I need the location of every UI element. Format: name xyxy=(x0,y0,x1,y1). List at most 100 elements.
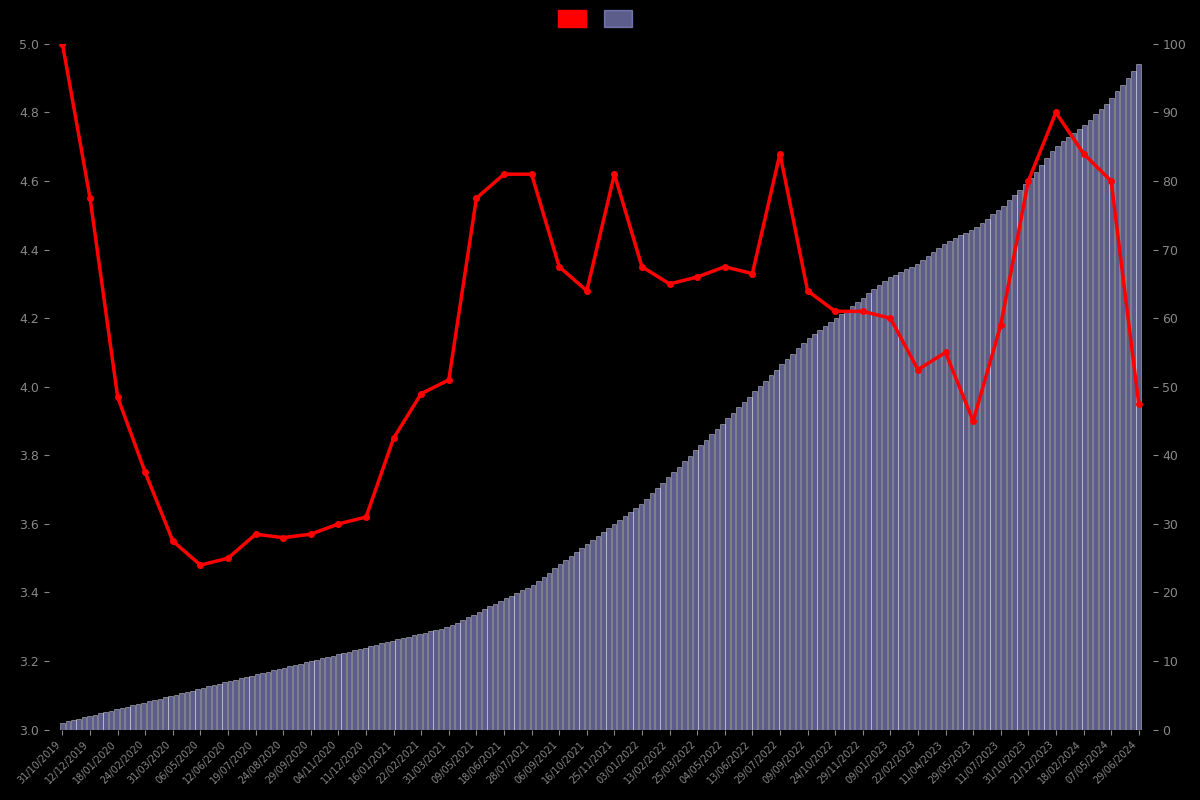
Bar xyxy=(217,684,222,730)
Bar xyxy=(796,348,800,730)
Bar xyxy=(330,655,335,730)
Bar xyxy=(877,286,882,730)
Bar xyxy=(509,596,514,730)
Bar xyxy=(580,548,584,730)
Bar xyxy=(211,685,216,730)
Bar xyxy=(964,233,968,730)
Bar xyxy=(206,686,211,730)
Bar xyxy=(185,692,190,730)
Bar xyxy=(931,252,936,730)
Bar xyxy=(860,298,865,730)
Bar xyxy=(163,698,168,730)
Bar xyxy=(655,488,660,730)
Bar xyxy=(925,256,930,730)
Bar xyxy=(1087,120,1092,730)
Bar xyxy=(758,386,762,730)
Bar xyxy=(374,645,378,730)
Legend: , : , xyxy=(558,10,643,26)
Bar xyxy=(1072,134,1076,730)
Bar xyxy=(682,461,686,730)
Bar xyxy=(168,696,173,730)
Bar xyxy=(1018,190,1022,730)
Bar xyxy=(336,654,341,730)
Bar xyxy=(845,310,848,730)
Bar xyxy=(298,664,302,730)
Bar xyxy=(1012,195,1016,730)
Bar xyxy=(109,710,114,730)
Bar xyxy=(1115,91,1120,730)
Bar xyxy=(250,676,254,730)
Bar xyxy=(1098,109,1103,730)
Bar xyxy=(325,657,330,730)
Bar xyxy=(314,660,319,730)
Bar xyxy=(574,552,578,730)
Bar xyxy=(92,714,97,730)
Bar xyxy=(536,581,541,730)
Bar xyxy=(1061,142,1066,730)
Bar xyxy=(871,290,876,730)
Bar xyxy=(1028,178,1033,730)
Bar xyxy=(866,294,870,730)
Bar xyxy=(472,614,475,730)
Bar xyxy=(1066,138,1070,730)
Bar xyxy=(287,666,292,730)
Bar xyxy=(703,440,708,730)
Bar xyxy=(1001,206,1006,730)
Bar xyxy=(239,678,244,730)
Bar xyxy=(953,238,958,730)
Bar xyxy=(979,222,984,730)
Bar xyxy=(563,561,568,730)
Bar xyxy=(666,478,671,730)
Bar xyxy=(606,528,611,730)
Bar xyxy=(942,244,947,730)
Bar xyxy=(125,706,130,730)
Bar xyxy=(748,397,751,730)
Bar xyxy=(282,668,287,730)
Bar xyxy=(677,466,682,730)
Bar xyxy=(498,601,503,730)
Bar xyxy=(914,264,919,730)
Bar xyxy=(276,669,281,730)
Bar xyxy=(709,434,714,730)
Bar xyxy=(839,314,844,730)
Bar xyxy=(487,606,492,730)
Bar xyxy=(990,214,995,730)
Bar xyxy=(812,334,816,730)
Bar xyxy=(1121,85,1124,730)
Bar xyxy=(698,445,703,730)
Bar xyxy=(233,680,238,730)
Bar xyxy=(319,658,324,730)
Bar xyxy=(466,617,470,730)
Bar xyxy=(358,649,362,730)
Bar xyxy=(396,639,400,730)
Bar xyxy=(671,472,676,730)
Bar xyxy=(293,665,298,730)
Bar xyxy=(353,650,356,730)
Bar xyxy=(114,710,119,730)
Bar xyxy=(146,702,151,730)
Bar xyxy=(254,674,259,730)
Bar xyxy=(899,272,904,730)
Bar xyxy=(493,604,498,730)
Bar xyxy=(541,577,546,730)
Bar xyxy=(476,612,481,730)
Bar xyxy=(1055,146,1060,730)
Bar xyxy=(1082,125,1087,730)
Bar xyxy=(439,629,443,730)
Bar xyxy=(617,520,622,730)
Bar xyxy=(834,318,838,730)
Bar xyxy=(136,704,140,730)
Bar xyxy=(385,642,389,730)
Bar xyxy=(714,429,719,730)
Bar xyxy=(806,338,811,730)
Bar xyxy=(920,260,925,730)
Bar xyxy=(649,494,654,730)
Bar xyxy=(996,210,1001,730)
Bar xyxy=(802,343,805,730)
Bar xyxy=(174,694,179,730)
Bar xyxy=(428,631,432,730)
Bar xyxy=(60,722,65,730)
Bar xyxy=(71,720,76,730)
Bar xyxy=(77,718,80,730)
Bar xyxy=(660,482,665,730)
